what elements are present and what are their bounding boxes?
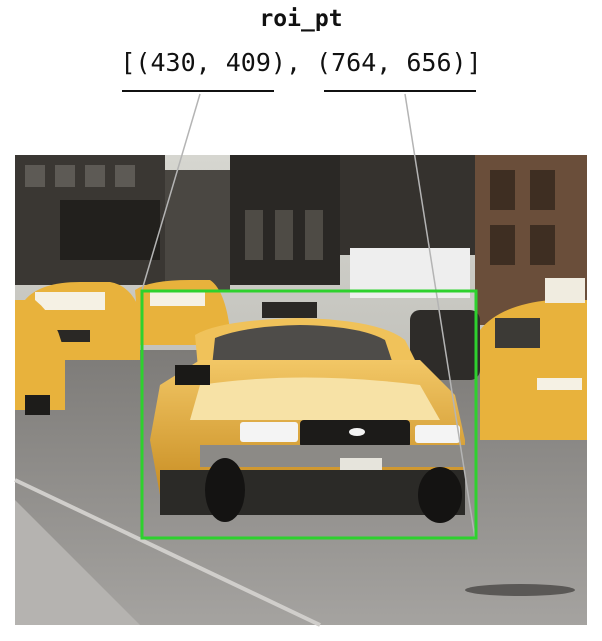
- first-point-underline: [122, 90, 274, 92]
- taxi-background-right: [480, 278, 587, 440]
- leader-line-first-point: [141, 93, 201, 291]
- second-point-underline: [324, 90, 476, 92]
- headlight-left: [240, 422, 298, 442]
- main-taxi: [150, 302, 465, 523]
- headlight-right: [415, 425, 460, 443]
- building-center-right: [340, 155, 475, 255]
- street-photo: [14, 155, 587, 627]
- wheel-left: [205, 458, 245, 522]
- wheel-right: [418, 467, 462, 523]
- building-center-left: [165, 170, 230, 290]
- leader-line-second-point: [404, 93, 476, 539]
- variable-title: roi_pt: [259, 6, 343, 32]
- roi-coordinates: [(430, 409), (764, 656)]: [120, 48, 482, 77]
- taxi-background-far-left: [15, 300, 65, 415]
- taxi-background-center: [135, 280, 230, 345]
- roi-rectangle: [140, 289, 478, 540]
